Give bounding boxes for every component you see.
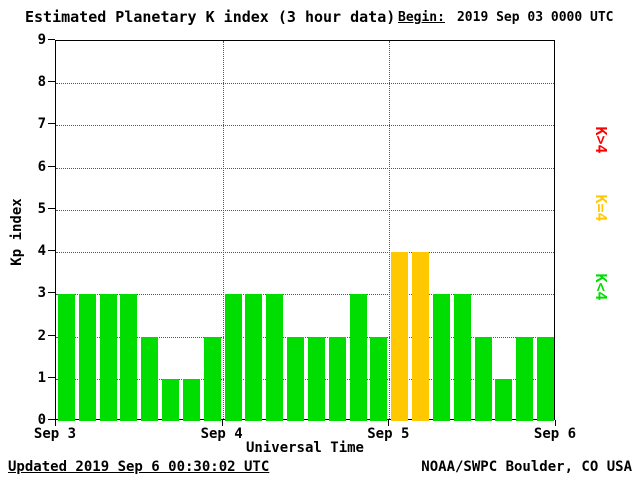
y-tick-mark bbox=[48, 81, 55, 83]
kp-bar bbox=[516, 336, 534, 421]
legend-k-lt-4: K<4 bbox=[592, 273, 610, 301]
begin-value: 2019 Sep 03 0000 UTC bbox=[456, 10, 614, 25]
legend-k-eq-4: K=4 bbox=[592, 194, 610, 222]
y-tick-label: 1 bbox=[37, 369, 46, 386]
y-tick-label: 0 bbox=[37, 412, 46, 428]
kp-bar bbox=[287, 336, 305, 421]
x-tick-mark bbox=[55, 420, 56, 426]
kp-bar bbox=[120, 294, 138, 421]
kp-bar bbox=[453, 294, 471, 421]
x-tick-mark bbox=[221, 420, 223, 426]
y-tick-mark bbox=[48, 292, 55, 294]
kp-bar bbox=[537, 336, 555, 421]
gridline-vertical bbox=[222, 41, 224, 419]
chart-title: Estimated Planetary K index (3 hour data… bbox=[25, 8, 396, 26]
y-tick-mark bbox=[48, 419, 55, 420]
kp-bar bbox=[224, 294, 242, 421]
gridline-horizontal bbox=[56, 209, 554, 211]
kp-bar bbox=[391, 252, 409, 421]
y-tick-mark bbox=[48, 207, 55, 209]
y-tick-mark bbox=[48, 376, 55, 378]
y-tick-label: 2 bbox=[37, 327, 46, 344]
kp-bar bbox=[182, 378, 200, 421]
kp-bar bbox=[78, 294, 96, 421]
x-tick-mark bbox=[388, 420, 390, 426]
gridline-horizontal bbox=[56, 336, 554, 338]
kp-bar bbox=[474, 336, 492, 421]
kp-bar bbox=[57, 294, 75, 421]
x-tick-mark bbox=[555, 420, 556, 426]
y-tick-label: 4 bbox=[37, 243, 46, 260]
gridline-horizontal bbox=[56, 125, 554, 127]
begin-label: Begin: bbox=[398, 10, 445, 25]
kp-bar bbox=[203, 336, 221, 421]
kp-bar bbox=[412, 252, 430, 421]
y-tick-label: 8 bbox=[37, 74, 46, 91]
kp-bar bbox=[328, 336, 346, 421]
gridline-vertical bbox=[389, 41, 391, 419]
x-day-label: Sep 6 bbox=[533, 426, 577, 442]
y-tick-label: 7 bbox=[37, 116, 46, 133]
kp-bar bbox=[495, 378, 513, 421]
y-tick-mark bbox=[48, 334, 55, 336]
legend-k-gt-4: K>4 bbox=[592, 126, 610, 154]
x-axis-title: Universal Time bbox=[245, 440, 364, 456]
kp-bar bbox=[99, 294, 117, 421]
gridline-horizontal bbox=[56, 378, 554, 380]
plot-area bbox=[55, 40, 555, 421]
y-tick-label: 9 bbox=[37, 32, 46, 48]
updated-text: Updated 2019 Sep 6 00:30:02 UTC bbox=[8, 459, 270, 475]
kp-bar bbox=[266, 294, 284, 421]
y-tick-label: 6 bbox=[37, 158, 46, 175]
y-tick-mark bbox=[48, 165, 55, 167]
y-tick-mark bbox=[48, 39, 55, 40]
kp-bar bbox=[349, 294, 367, 421]
kp-bar bbox=[245, 294, 263, 421]
x-day-label: Sep 3 bbox=[33, 426, 77, 442]
x-day-label: Sep 5 bbox=[367, 426, 410, 442]
gridline-horizontal bbox=[56, 83, 554, 85]
begin-annotation: Begin: 2019 Sep 03 0000 UTC bbox=[398, 10, 614, 25]
gridline-horizontal bbox=[56, 294, 554, 296]
kp-bar bbox=[162, 378, 180, 421]
kp-bar bbox=[307, 336, 325, 421]
gridline-horizontal bbox=[56, 252, 554, 254]
y-tick-label: 5 bbox=[37, 200, 46, 217]
kp-bar bbox=[370, 336, 388, 421]
y-tick-label: 3 bbox=[37, 285, 46, 302]
kp-bar bbox=[141, 336, 159, 421]
y-tick-mark bbox=[48, 250, 55, 252]
y-tick-mark bbox=[48, 123, 55, 125]
kp-bar bbox=[432, 294, 450, 421]
attribution-text: NOAA/SWPC Boulder, CO USA bbox=[421, 459, 632, 475]
gridline-horizontal bbox=[56, 167, 554, 169]
x-day-label: Sep 4 bbox=[200, 426, 243, 442]
